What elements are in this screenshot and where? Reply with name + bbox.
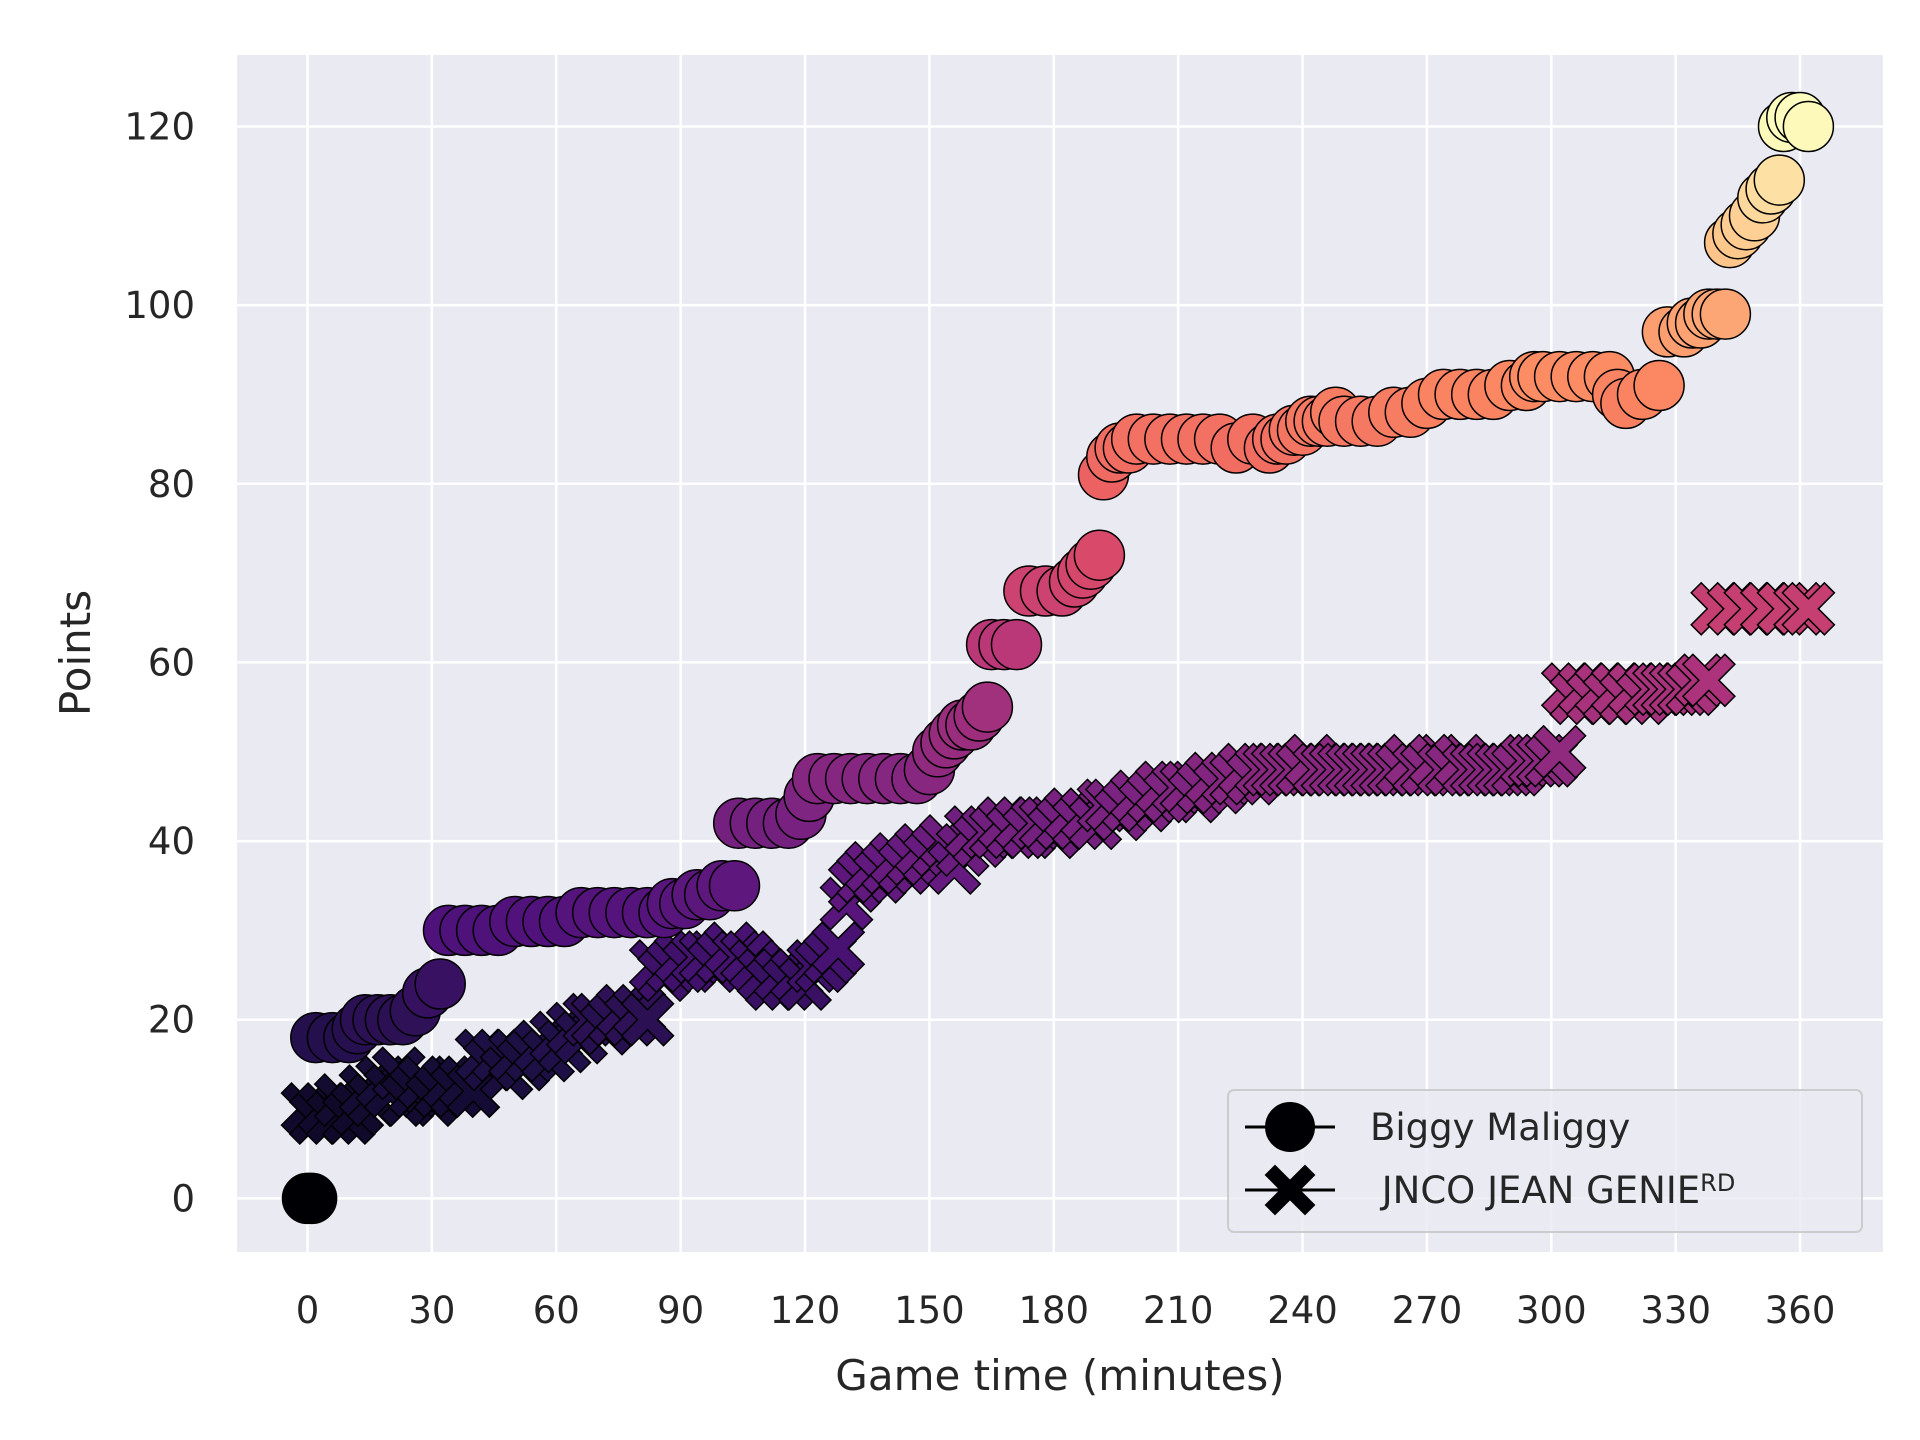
y-tick-label: 60 <box>148 641 195 684</box>
y-axis-ticks: 0 20 40 60 80 100 120 <box>124 105 195 1220</box>
biggy-point <box>414 958 466 1010</box>
biggy-point <box>1633 359 1685 412</box>
y-tick-label: 20 <box>148 999 195 1042</box>
biggy-point <box>285 1172 338 1225</box>
biggy-point <box>1782 100 1835 153</box>
legend-label-jnco-superscript: RD <box>1700 1169 1735 1197</box>
data-points <box>280 91 1836 1225</box>
jnco-point <box>620 992 675 1047</box>
x-tick-label: 90 <box>657 1289 704 1332</box>
x-tick-label: 240 <box>1267 1289 1338 1332</box>
legend-x-marker <box>1264 1164 1316 1216</box>
jnco-point <box>811 921 866 976</box>
y-axis-label: Points <box>51 590 100 716</box>
x-tick-label: 180 <box>1018 1289 1089 1332</box>
x-axis-ticks: 0 30 60 90 120 150 180 210 240 270 300 330 360 <box>296 1289 1836 1332</box>
biggy-point <box>961 681 1014 733</box>
biggy-point <box>1073 529 1126 581</box>
y-tick-label: 120 <box>124 105 195 148</box>
jnco-point <box>1532 724 1587 779</box>
y-tick-label: 0 <box>171 1177 195 1220</box>
y-tick-label: 80 <box>148 463 195 506</box>
x-tick-label: 30 <box>408 1289 455 1332</box>
legend-circle-marker <box>1265 1102 1315 1152</box>
x-tick-label: 60 <box>533 1289 580 1332</box>
legend-label-jnco-main: JNCO JEAN GENIE <box>1370 1169 1700 1212</box>
legend: Biggy Maliggy JNCO JEAN GENIERD <box>1227 1089 1863 1233</box>
jnco-point <box>1681 653 1736 708</box>
legend-label-jnco: JNCO JEAN GENIERD <box>1370 1169 1735 1212</box>
x-tick-label: 330 <box>1640 1289 1711 1332</box>
x-tick-label: 300 <box>1516 1289 1587 1332</box>
x-tick-label: 270 <box>1392 1289 1463 1332</box>
x-tick-label: 210 <box>1143 1289 1214 1332</box>
x-axis-label: Game time (minutes) <box>835 1351 1284 1400</box>
legend-label-biggy: Biggy Maliggy <box>1370 1106 1630 1149</box>
biggy-point <box>1753 154 1806 206</box>
y-tick-label: 100 <box>124 284 195 327</box>
grid <box>237 55 1883 1252</box>
x-tick-label: 360 <box>1765 1289 1836 1332</box>
jnco-point <box>1781 581 1836 636</box>
y-tick-label: 40 <box>148 820 195 863</box>
biggy-point <box>708 860 761 912</box>
biggy-point <box>990 618 1043 671</box>
x-tick-label: 120 <box>770 1289 841 1332</box>
legend-box <box>1227 1089 1863 1233</box>
biggy-point <box>1699 288 1752 340</box>
x-tick-label: 0 <box>296 1289 320 1332</box>
x-tick-label: 150 <box>894 1289 965 1332</box>
